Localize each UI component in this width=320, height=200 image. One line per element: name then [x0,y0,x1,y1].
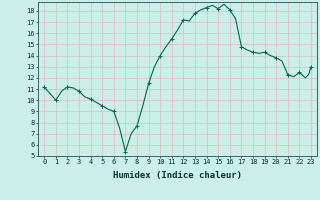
X-axis label: Humidex (Indice chaleur): Humidex (Indice chaleur) [113,171,242,180]
